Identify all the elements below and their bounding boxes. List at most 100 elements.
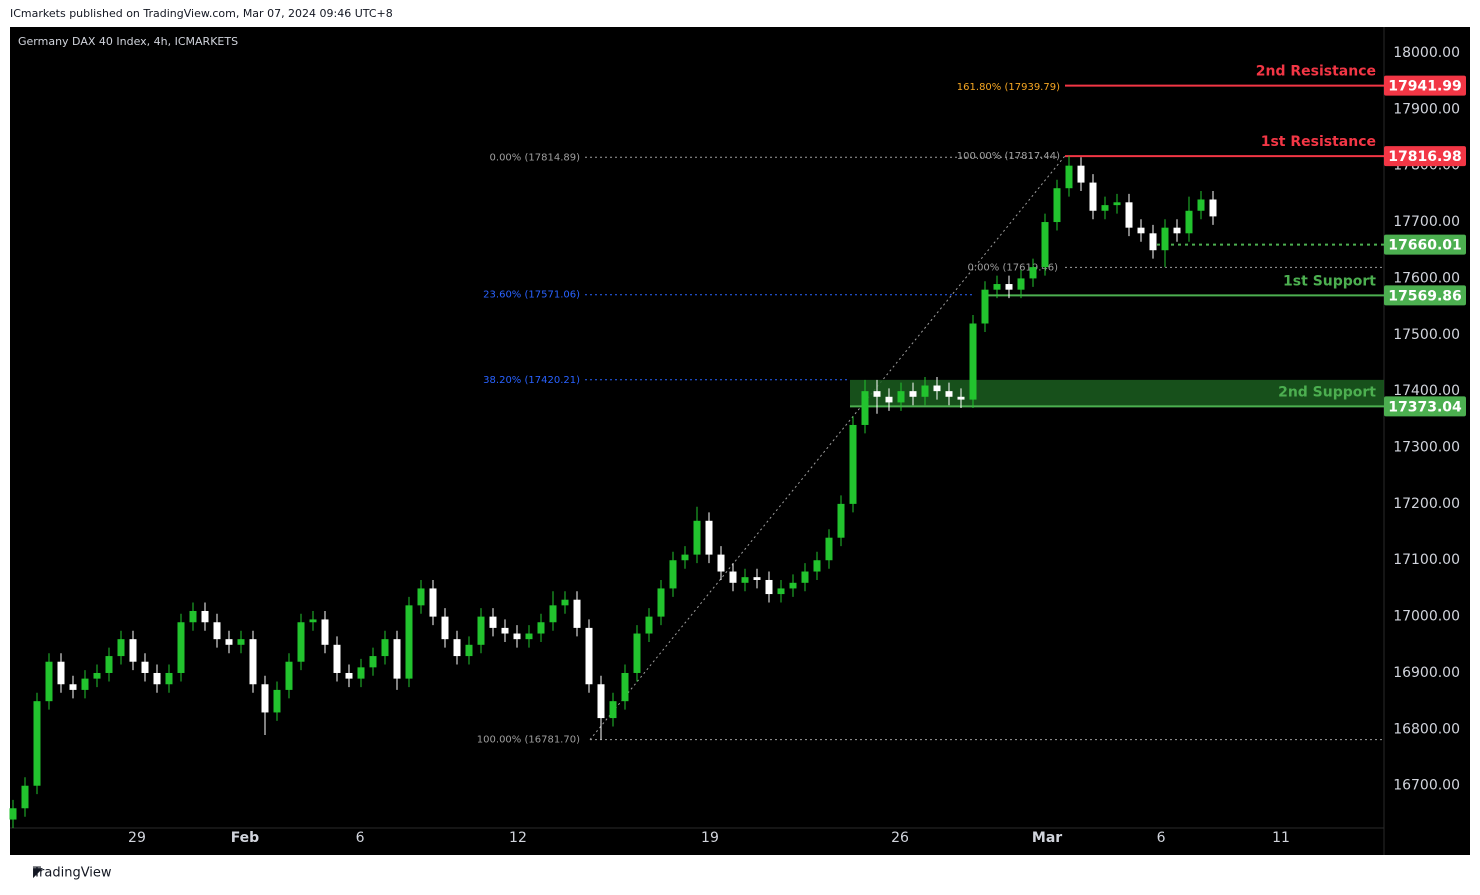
candle-body	[141, 661, 149, 673]
candle-body	[765, 579, 773, 595]
candle-body	[501, 627, 509, 634]
candle-body	[261, 684, 269, 713]
level-name: 2nd Support	[1278, 384, 1376, 400]
candle-body	[225, 639, 233, 645]
candle-body	[381, 639, 389, 657]
candle-body	[669, 560, 677, 589]
candle-body	[429, 588, 437, 617]
candle-body	[117, 639, 125, 657]
candle-body	[741, 577, 749, 583]
y-tick-label: 16900.00	[1393, 665, 1460, 681]
candle-body	[285, 661, 293, 690]
y-tick-label: 17700.00	[1393, 214, 1460, 230]
candle-body	[1149, 233, 1157, 251]
candle-body	[237, 639, 245, 645]
candle-body	[57, 661, 65, 685]
candle-body	[1113, 202, 1121, 206]
price-tag-label: 17816.98	[1388, 149, 1462, 165]
x-tick-label: 29	[128, 830, 146, 846]
candle-body	[897, 391, 905, 403]
candle-body	[249, 639, 257, 685]
candle-body	[489, 616, 497, 628]
candle-body	[705, 520, 713, 555]
fib-label: 23.60% (17571.06)	[483, 290, 580, 301]
x-tick-label: Feb	[231, 830, 260, 846]
candle-body	[981, 289, 989, 324]
fib-label: 100.00% (16781.70)	[477, 735, 580, 746]
candle-body	[1089, 182, 1097, 211]
candle-body	[273, 689, 281, 713]
candle-body	[1077, 165, 1085, 183]
x-tick-label: 6	[356, 830, 365, 846]
x-tick-label: 6	[1157, 830, 1166, 846]
x-tick-label: 11	[1272, 830, 1290, 846]
candle-body	[837, 503, 845, 538]
candle-body	[105, 656, 113, 673]
candle-body	[945, 391, 953, 397]
candle-body	[1053, 188, 1061, 223]
candle-body	[993, 284, 1001, 290]
candle-body	[693, 520, 701, 555]
candle-body	[849, 424, 857, 504]
price-tag	[1384, 234, 1466, 255]
candle-body	[729, 571, 737, 583]
candle-body	[1209, 199, 1217, 217]
candle-body	[297, 622, 305, 662]
x-tick-label: 12	[509, 830, 527, 846]
candle-body	[681, 554, 689, 561]
candle-body	[585, 627, 593, 685]
candle-body	[9, 808, 17, 820]
x-tick-label: 26	[891, 830, 909, 846]
candle-body	[465, 644, 473, 657]
footer: TradingView	[32, 866, 112, 881]
price-tag-label: 17941.99	[1388, 79, 1462, 95]
candle-body	[357, 667, 365, 679]
y-tick-label: 18000.00	[1393, 45, 1460, 61]
candle-body	[549, 605, 557, 623]
candle-body	[633, 633, 641, 673]
candle-body	[933, 385, 941, 392]
candle-body	[561, 599, 569, 606]
candle-body	[1041, 222, 1049, 268]
candle-body	[1185, 210, 1193, 234]
candle-body	[369, 656, 377, 668]
candle-body	[1005, 284, 1013, 290]
candle-body	[957, 396, 965, 400]
candle-body	[657, 588, 665, 617]
candle-body	[177, 622, 185, 673]
candle-body	[921, 385, 929, 397]
candle-body	[129, 639, 137, 662]
candle-body	[909, 391, 917, 397]
candle-body	[621, 672, 629, 702]
chart-title: Germany DAX 40 Index, 4h, ICMARKETS	[18, 35, 238, 48]
candle-body	[1197, 199, 1205, 211]
candle-body	[1137, 227, 1145, 234]
level-name: 1st Resistance	[1261, 134, 1376, 150]
price-tag-label: 17569.86	[1388, 288, 1462, 304]
price-tag-label: 17660.01	[1388, 238, 1462, 254]
y-tick-label: 17300.00	[1393, 440, 1460, 456]
publisher: ICmarkets published on TradingView.com, …	[10, 7, 393, 20]
candle-body	[189, 610, 197, 623]
fib-label: 0.00% (17814.89)	[490, 152, 581, 163]
candle-body	[45, 661, 53, 702]
candle-body	[309, 619, 317, 623]
x-tick-label: Mar	[1032, 830, 1062, 846]
level-name: 2nd Resistance	[1256, 64, 1376, 80]
candle-body	[93, 672, 101, 679]
candle-body	[573, 599, 581, 628]
candle-body	[453, 639, 461, 657]
candle-body	[417, 588, 425, 606]
candle-body	[321, 619, 329, 645]
y-tick-label: 17500.00	[1393, 327, 1460, 343]
candle-body	[813, 560, 821, 572]
y-tick-label: 17900.00	[1393, 101, 1460, 117]
fib-label: 0.00% (17619.46)	[968, 262, 1059, 273]
candle-body	[201, 610, 209, 623]
candle-body	[597, 684, 605, 719]
y-tick-label: 17400.00	[1393, 383, 1460, 399]
price-tag-label: 17373.04	[1388, 399, 1462, 415]
candle-body	[1125, 202, 1133, 228]
footer-logo: ◤	[33, 866, 43, 881]
